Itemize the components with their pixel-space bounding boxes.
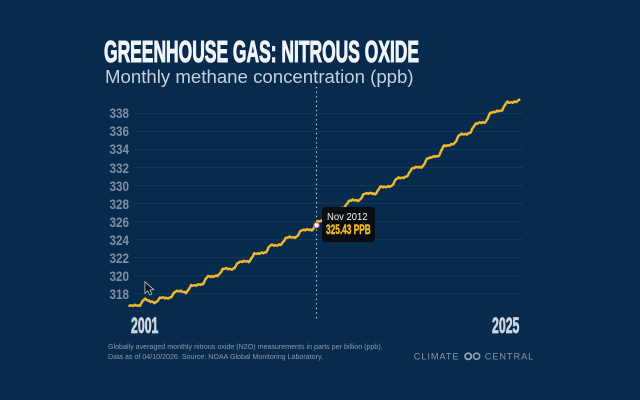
svg-text:CLIMATE: CLIMATE <box>414 351 460 361</box>
svg-text:CENTRAL: CENTRAL <box>485 351 535 361</box>
